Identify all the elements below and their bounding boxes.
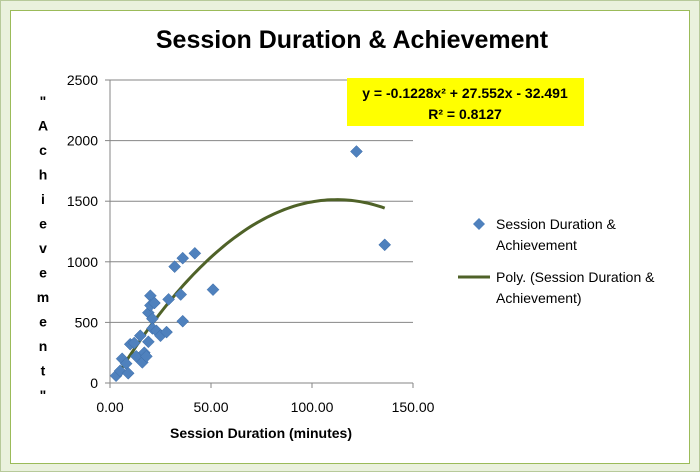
y-axis-tick-labels: 0 500 1000 1500 2000 2500 [67, 72, 98, 391]
legend-label-trendline-line1: Poly. (Session Duration & [496, 269, 655, 285]
trendline-r2: R² = 0.8127 [428, 106, 502, 122]
data-point [378, 238, 392, 252]
data-point [140, 349, 153, 363]
x-tick-label: 100.00 [291, 399, 334, 415]
y-axis-title: "Achievement" [37, 93, 49, 403]
legend-label-series-line1: Session Duration & [496, 216, 617, 232]
y-axis-title-letter: t [41, 363, 46, 379]
legend-marker-series [473, 218, 485, 230]
x-axis-title: Session Duration (minutes) [170, 425, 352, 441]
y-axis-title-letter: e [39, 314, 47, 330]
y-axis-title-letter: m [37, 289, 49, 305]
y-axis-title-letter: i [41, 191, 45, 207]
y-axis-title-letter: e [39, 265, 47, 281]
y-tick-label: 2500 [67, 72, 98, 88]
legend-label-series-line2: Achievement [496, 237, 577, 253]
y-axis-title-letter: v [39, 240, 47, 256]
data-point [121, 366, 135, 380]
chart-title: Session Duration & Achievement [156, 26, 549, 54]
data-point [350, 145, 363, 158]
data-point [133, 329, 147, 343]
legend: Session Duration & Achievement Poly. (Se… [458, 216, 655, 306]
y-tick-label: 500 [75, 314, 99, 330]
data-point [160, 325, 173, 339]
trendline-poly [114, 198, 386, 378]
data-point [168, 260, 181, 274]
x-tick-label: 50.00 [193, 399, 228, 415]
y-axis-title-letter: h [39, 167, 48, 183]
y-axis-title-letter: " [40, 387, 47, 403]
x-axis-tick-labels: 0.00 50.00 100.00 150.00 [96, 383, 435, 415]
legend-label-trendline-line2: Achievement) [496, 290, 582, 306]
data-point [206, 283, 220, 297]
x-tick-label: 150.00 [392, 399, 435, 415]
gridlines [105, 79, 413, 384]
y-tick-label: 0 [90, 375, 98, 391]
data-point [127, 336, 141, 350]
y-axis-title-letter: A [38, 118, 48, 134]
y-axis-title-letter: e [39, 216, 47, 232]
data-point [176, 314, 190, 328]
y-axis-title-letter: c [39, 142, 47, 158]
trendline-equation: y = -0.1228x² + 27.552x - 32.491 [362, 85, 568, 101]
data-point [174, 288, 188, 301]
y-tick-label: 1500 [67, 193, 98, 209]
y-axis-title-letter: n [39, 338, 48, 354]
y-axis-title-letter: " [40, 93, 47, 109]
data-point [162, 293, 175, 306]
data-point [142, 335, 155, 349]
y-tick-label: 2000 [67, 133, 98, 149]
trendline-equation-box [347, 78, 584, 126]
data-point [188, 246, 202, 260]
data-points [109, 145, 392, 383]
y-tick-label: 1000 [67, 254, 98, 270]
data-point [148, 296, 161, 310]
x-tick-label: 0.00 [96, 399, 123, 415]
data-point [176, 251, 190, 265]
